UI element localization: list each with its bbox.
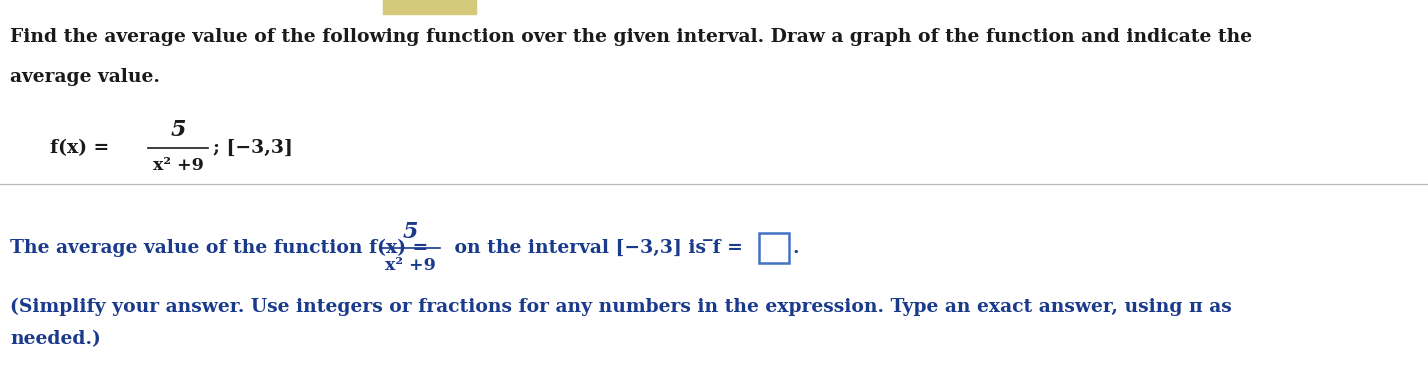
Text: x² +9: x² +9	[384, 258, 436, 275]
Text: x² +9: x² +9	[153, 157, 203, 174]
Text: ; [−3,3]: ; [−3,3]	[213, 139, 293, 157]
Text: 5: 5	[403, 221, 418, 243]
Text: f(x) =: f(x) =	[50, 139, 110, 157]
Text: needed.): needed.)	[10, 330, 101, 348]
Text: 5: 5	[170, 119, 186, 141]
Bar	[383, 0, 476, 14]
Text: average value.: average value.	[10, 68, 160, 86]
Text: The average value of the function f(x) =: The average value of the function f(x) =	[10, 239, 428, 257]
Text: .: .	[793, 239, 800, 257]
Text: (Simplify your answer. Use integers or fractions for any numbers in the expressi: (Simplify your answer. Use integers or f…	[10, 298, 1232, 316]
FancyBboxPatch shape	[760, 233, 790, 263]
Text: on the interval [−3,3] is ̅f =: on the interval [−3,3] is ̅f =	[448, 239, 743, 257]
Text: Find the average value of the following function over the given interval. Draw a: Find the average value of the following …	[10, 28, 1252, 46]
